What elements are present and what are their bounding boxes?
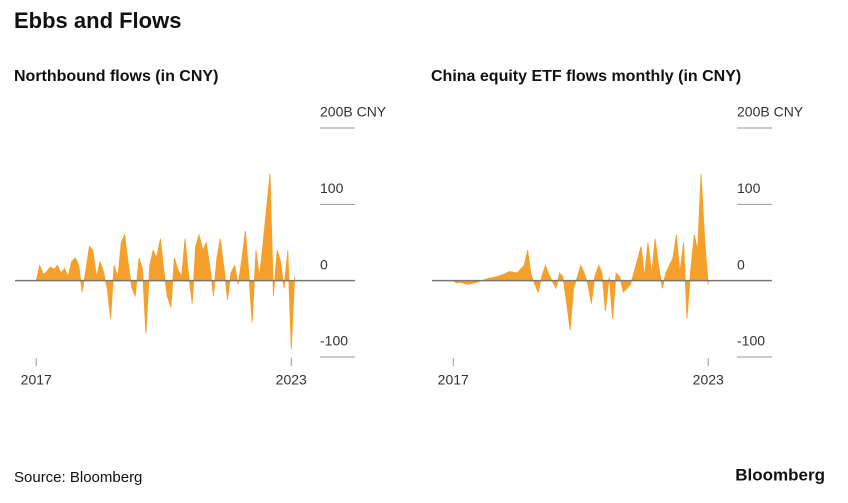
page-title: Ebbs and Flows: [14, 8, 181, 33]
y-tick-label: -100: [737, 333, 765, 349]
x-tick-label: 2023: [276, 372, 307, 388]
y-tick-label: 100: [320, 180, 344, 196]
chart-title: Northbound flows (in CNY): [14, 68, 218, 85]
area: [451, 173, 709, 331]
y-tick-label: 0: [320, 256, 328, 272]
chart-title: China equity ETF flows monthly (in CNY): [431, 68, 741, 85]
y-tick-label: 200B CNY: [320, 104, 387, 120]
y-tick-label: 0: [737, 256, 745, 272]
brand: Bloomberg: [735, 465, 825, 484]
area: [35, 173, 296, 350]
x-tick-label: 2017: [438, 372, 469, 388]
y-tick-label: 200B CNY: [737, 104, 804, 120]
y-tick-label: -100: [320, 333, 348, 349]
x-tick-label: 2017: [21, 372, 52, 388]
source: Source: Bloomberg: [14, 469, 142, 486]
y-tick-label: 100: [737, 180, 761, 196]
x-tick-label: 2023: [693, 372, 724, 388]
